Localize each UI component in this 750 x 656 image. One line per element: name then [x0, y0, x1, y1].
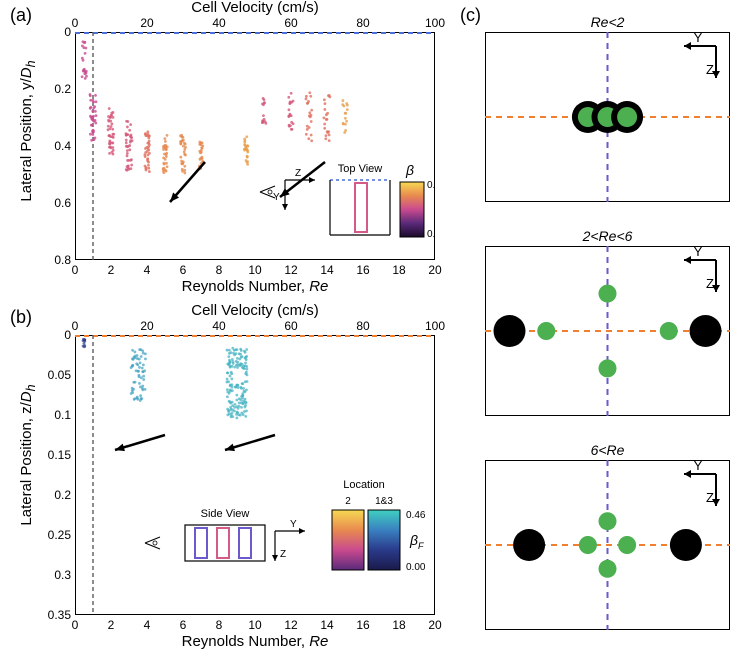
svg-text:Z: Z	[706, 276, 714, 291]
panel-a-bottom-label: Reynolds Number, Re	[75, 278, 435, 295]
panel-a-inset: Top ViewZY	[260, 163, 390, 235]
panel-b-bottom-label: Reynolds Number, Re	[75, 633, 435, 650]
svg-text:0.46: 0.46	[406, 510, 426, 521]
svg-text:Y: Y	[694, 460, 703, 473]
panel-a-svg: Top ViewZYβ0.460.00	[75, 32, 435, 260]
panel-c-sub-title: Re<2	[485, 14, 730, 30]
panel-b-inset: Side View Y Z	[145, 508, 305, 561]
panel-b-svg: Side View Y Z Location 2 1&3 0.46 0.00 βF	[75, 335, 435, 615]
svg-text:Z: Z	[280, 549, 286, 560]
svg-text:Y: Y	[694, 246, 703, 259]
panel-c-sub-title: 6<Re	[485, 442, 730, 458]
svg-text:2: 2	[345, 496, 351, 507]
svg-text:β: β	[405, 162, 414, 178]
panel-b-top-label: Cell Velocity (cm/s)	[75, 302, 435, 319]
panel-c-sub-svg: YZ	[485, 460, 730, 630]
panel-c-sub-svg: YZ	[485, 32, 730, 202]
panel-b-left-label: Lateral Position, z/Dh	[18, 325, 38, 585]
svg-text:Side View: Side View	[201, 508, 250, 520]
svg-text:0.00: 0.00	[427, 229, 435, 240]
panel-a-top-label: Cell Velocity (cm/s)	[75, 0, 435, 16]
svg-text:F: F	[418, 541, 424, 551]
svg-text:Y: Y	[694, 32, 703, 45]
panel-a-left-label: Lateral Position, y/Dh	[18, 22, 38, 240]
svg-text:0.00: 0.00	[406, 562, 426, 573]
svg-text:β: β	[409, 532, 418, 548]
svg-text:Y: Y	[290, 519, 297, 530]
panel-c-label: (c)	[460, 5, 481, 26]
svg-text:Z: Z	[706, 490, 714, 505]
svg-text:Top View: Top View	[338, 163, 382, 175]
panel-c-sub-svg: YZ	[485, 246, 730, 416]
svg-text:Z: Z	[295, 168, 301, 179]
panel-c-sub-title: 2<Re<6	[485, 228, 730, 244]
svg-text:Z: Z	[706, 62, 714, 77]
svg-text:1&3: 1&3	[375, 496, 393, 507]
svg-text:0.46: 0.46	[427, 180, 435, 191]
svg-text:Location: Location	[343, 479, 385, 491]
